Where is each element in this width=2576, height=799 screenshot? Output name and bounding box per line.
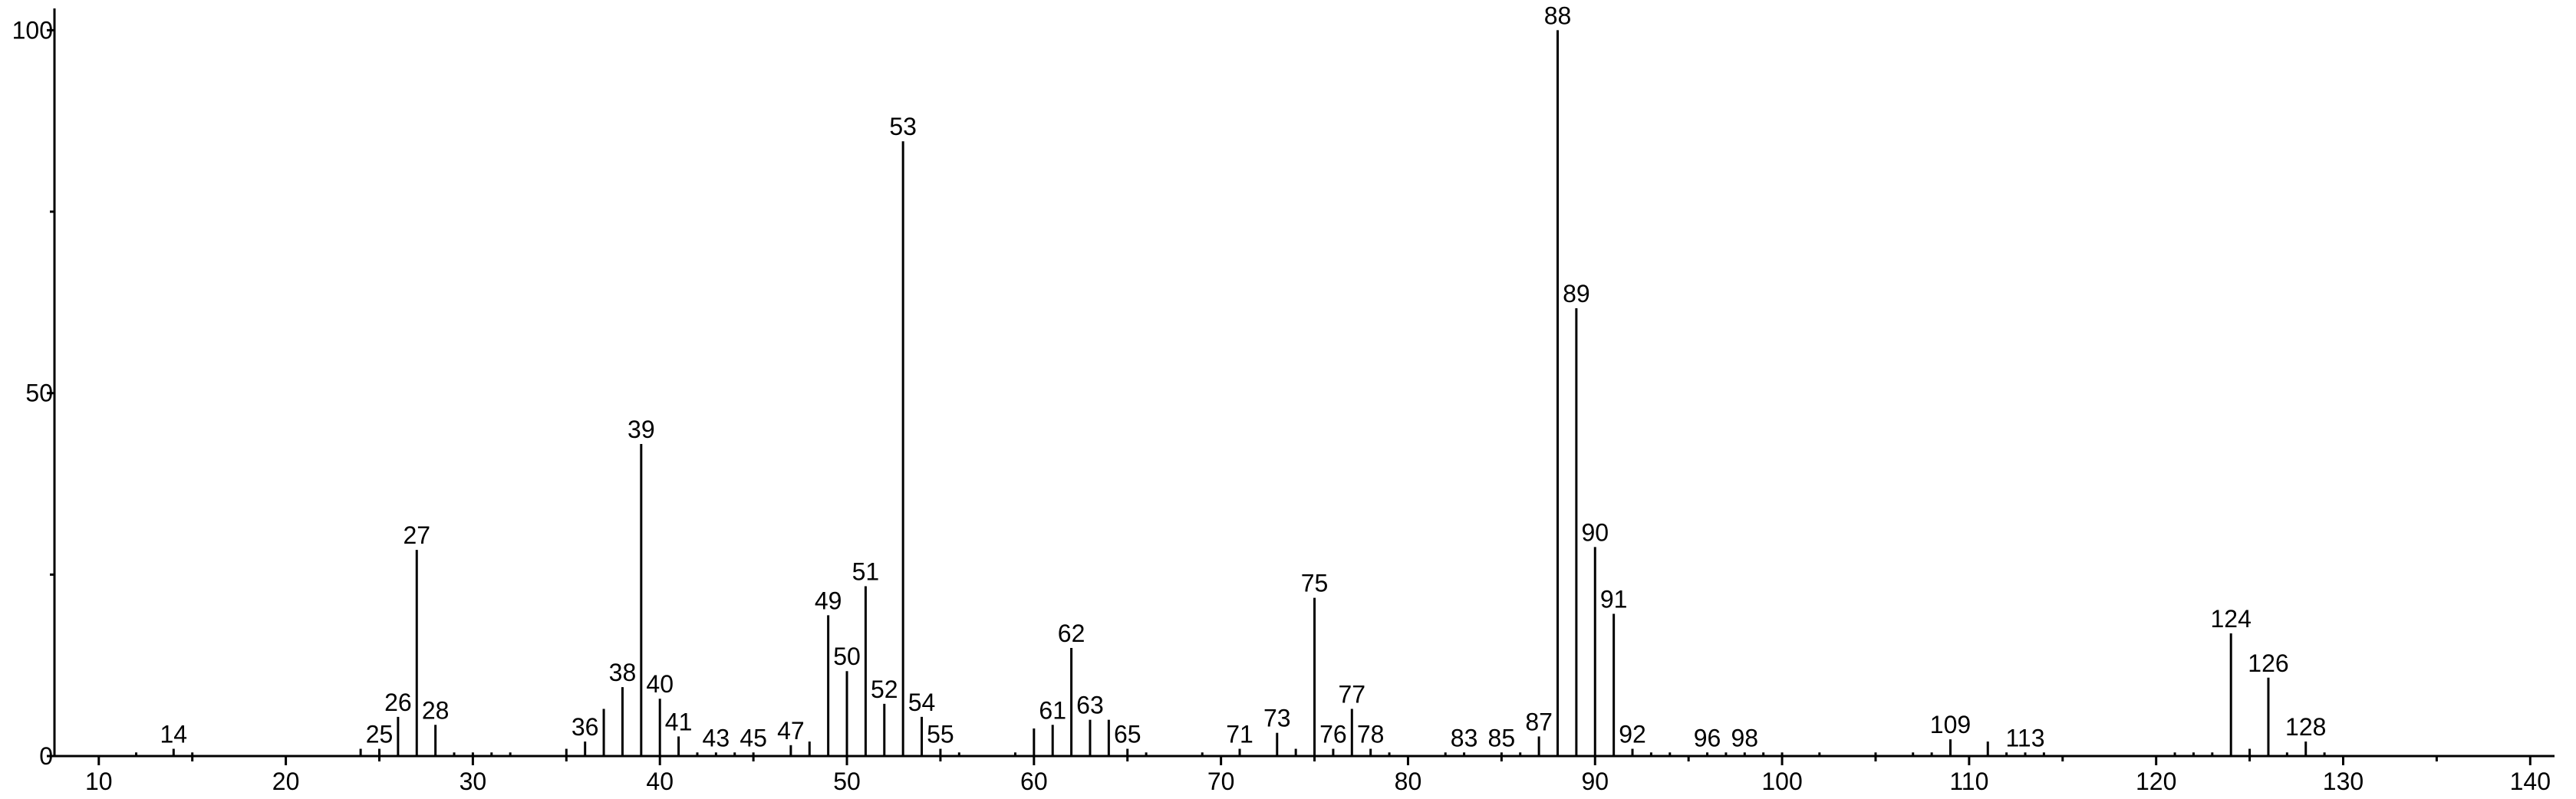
peak-label: 71 xyxy=(1226,721,1253,748)
y-tick-label: 0 xyxy=(39,742,53,770)
peak-label: 52 xyxy=(871,676,898,703)
x-tick-label: 110 xyxy=(1949,768,1988,795)
peak-label: 128 xyxy=(2285,713,2326,741)
x-tick-label: 80 xyxy=(1395,768,1422,795)
peak-label: 96 xyxy=(1694,724,1721,751)
peak-label: 63 xyxy=(1076,692,1104,719)
x-tick-label: 30 xyxy=(460,768,487,795)
peak-label: 38 xyxy=(609,659,637,686)
peak-label: 83 xyxy=(1451,724,1478,751)
peak-label: 40 xyxy=(646,670,674,698)
peak-label: 43 xyxy=(703,724,730,751)
x-tick-label: 140 xyxy=(2510,768,2551,795)
peak-label: 98 xyxy=(1731,724,1759,751)
peak-label: 90 xyxy=(1581,518,1609,546)
peak-label: 54 xyxy=(908,689,936,716)
peak-label: 49 xyxy=(815,587,842,614)
x-tick-label: 60 xyxy=(1020,768,1048,795)
peak-label: 27 xyxy=(403,521,430,549)
x-tick-label: 20 xyxy=(272,768,300,795)
peak-label: 14 xyxy=(160,721,188,748)
peak-label: 39 xyxy=(628,416,655,443)
x-tick-label: 100 xyxy=(1761,768,1802,795)
peak-label: 41 xyxy=(665,708,693,735)
x-tick-label: 40 xyxy=(646,768,674,795)
peak-label: 92 xyxy=(1619,721,1646,748)
peak-label: 53 xyxy=(889,113,917,140)
peak-label: 88 xyxy=(1544,2,1572,29)
peak-label: 89 xyxy=(1563,280,1590,307)
peak-label: 50 xyxy=(833,643,861,670)
peak-label: 77 xyxy=(1339,680,1366,708)
x-tick-label: 130 xyxy=(2323,768,2364,795)
y-tick-label: 50 xyxy=(25,380,53,407)
peak-label: 36 xyxy=(572,713,599,741)
x-tick-label: 90 xyxy=(1581,768,1609,795)
peak-label: 76 xyxy=(1319,721,1347,748)
peak-label: 85 xyxy=(1488,724,1516,751)
x-tick-label: 50 xyxy=(833,768,861,795)
y-tick-label: 100 xyxy=(12,16,53,44)
peak-label: 28 xyxy=(422,696,450,724)
peak-label: 109 xyxy=(1930,711,1971,738)
peak-label: 26 xyxy=(384,689,412,716)
peak-label: 91 xyxy=(1600,585,1628,613)
peak-label: 87 xyxy=(1525,708,1553,735)
x-tick-label: 120 xyxy=(2136,768,2176,795)
x-tick-label: 10 xyxy=(85,768,113,795)
peak-label: 75 xyxy=(1301,570,1329,597)
peak-label: 126 xyxy=(2248,649,2288,677)
peak-label: 73 xyxy=(1263,705,1291,732)
peak-label: 65 xyxy=(1114,721,1141,748)
peak-label: 78 xyxy=(1357,721,1385,748)
peak-label: 51 xyxy=(852,557,880,585)
peak-label: 113 xyxy=(2006,724,2045,751)
peak-label: 25 xyxy=(366,721,394,748)
peak-label: 124 xyxy=(2211,605,2252,633)
peak-label: 62 xyxy=(1058,620,1085,647)
peak-label: 45 xyxy=(740,724,767,751)
peak-label: 61 xyxy=(1039,696,1066,724)
peak-label: 55 xyxy=(927,721,954,748)
peak-label: 47 xyxy=(777,717,805,745)
x-tick-label: 70 xyxy=(1207,768,1235,795)
